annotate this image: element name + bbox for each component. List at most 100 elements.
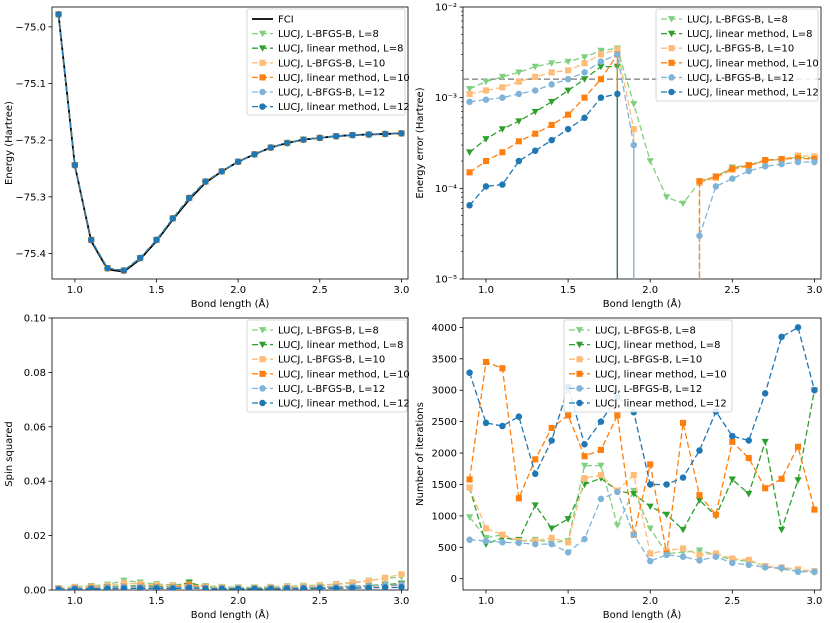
- data-point-lucj-linear-method-l-10: [679, 419, 687, 426]
- series-lucj-l-bfgs-b-l-12: [466, 488, 818, 576]
- data-point-lucj-linear-method-l-12: [120, 267, 128, 274]
- series-lucj-l-bfgs-b-l-12: [466, 51, 818, 279]
- data-point-lucj-linear-method-l-8: [597, 63, 605, 71]
- data-point-lucj-linear-method-l-10: [499, 149, 506, 156]
- legend-marker-lucj-l-bfgs-b-l-8: [258, 327, 267, 334]
- iterations-xlabel: Bond length (Å): [603, 608, 682, 621]
- energy-ytick-label: −75.1: [15, 79, 46, 90]
- data-point-lucj-linear-method-l-10: [729, 165, 736, 172]
- data-point-lucj-l-bfgs-b-l-8: [580, 462, 589, 470]
- data-point-lucj-linear-method-l-12: [778, 333, 785, 341]
- legend-marker-lucj-l-bfgs-b-l-10: [259, 356, 266, 363]
- data-point-lucj-linear-method-l-10: [532, 130, 539, 137]
- data-point-lucj-linear-method-l-12: [548, 437, 555, 444]
- data-point-lucj-linear-method-l-10: [515, 138, 522, 145]
- energy-ytick-label: −75.2: [15, 136, 46, 147]
- data-point-lucj-linear-method-l-12: [185, 584, 193, 590]
- data-point-lucj-linear-method-l-10: [581, 453, 588, 460]
- data-point-lucj-l-bfgs-b-l-10: [120, 580, 127, 587]
- data-point-lucj-linear-method-l-12: [365, 584, 373, 590]
- data-point-lucj-linear-method-l-12: [300, 136, 307, 143]
- data-point-lucj-linear-method-l-12: [761, 390, 769, 397]
- data-point-lucj-linear-method-l-12: [614, 90, 621, 98]
- data-point-lucj-linear-method-l-10: [696, 178, 703, 185]
- data-point-lucj-linear-method-l-10: [696, 492, 703, 499]
- data-point-lucj-l-bfgs-b-l-10: [630, 126, 637, 133]
- data-point-lucj-linear-method-l-10: [778, 475, 785, 482]
- legend-label-lucj-l-bfgs-b-l-12: LUCJ, L-BFGS-B, L=12: [278, 384, 385, 395]
- data-point-lucj-l-bfgs-b-l-12: [614, 51, 621, 58]
- data-point-lucj-linear-method-l-12: [87, 236, 95, 244]
- legend-marker-lucj-linear-method-l-8: [258, 45, 267, 52]
- spin-xtick-label: 2.0: [230, 596, 246, 607]
- series-line-lucj-linear-method-l-8: [469, 65, 618, 153]
- data-point-lucj-linear-method-l-12: [185, 194, 193, 202]
- spin-xlabel: Bond length (Å): [191, 608, 270, 621]
- data-point-lucj-l-bfgs-b-l-12: [778, 564, 785, 572]
- data-point-lucj-linear-method-l-8: [745, 491, 753, 498]
- data-point-lucj-linear-method-l-10: [778, 156, 785, 163]
- spin-xtick-label: 1.0: [67, 596, 83, 607]
- data-point-lucj-linear-method-l-12: [251, 585, 258, 590]
- data-point-lucj-l-bfgs-b-l-12: [761, 163, 769, 170]
- data-point-lucj-linear-method-l-12: [169, 215, 177, 222]
- data-point-lucj-l-bfgs-b-l-8: [646, 525, 654, 533]
- error-ytick-label: 10⁻⁴: [435, 184, 457, 195]
- data-point-lucj-linear-method-l-12: [532, 470, 539, 478]
- data-point-lucj-linear-method-l-12: [679, 474, 687, 481]
- legend-label-lucj-l-bfgs-b-l-10: LUCJ, L-BFGS-B, L=10: [278, 355, 385, 366]
- iterations-ytick-label: 2000: [432, 449, 457, 460]
- data-point-lucj-linear-method-l-12: [104, 264, 111, 272]
- legend-marker-lucj-linear-method-l-8: [575, 341, 584, 349]
- data-point-lucj-linear-method-l-12: [581, 441, 588, 448]
- data-point-lucj-linear-method-l-12: [120, 585, 128, 590]
- data-point-lucj-linear-method-l-8: [679, 526, 687, 534]
- spin-ytick-label: 0.06: [24, 422, 46, 433]
- data-point-lucj-l-bfgs-b-l-8: [465, 86, 474, 93]
- data-point-lucj-l-bfgs-b-l-12: [663, 551, 670, 559]
- data-point-lucj-linear-method-l-12: [597, 94, 605, 101]
- data-point-lucj-linear-method-l-8: [564, 87, 572, 95]
- legend-marker-lucj-linear-method-l-12: [259, 103, 266, 110]
- data-point-lucj-l-bfgs-b-l-12: [646, 557, 654, 565]
- legend-label-lucj-linear-method-l-12: LUCJ, linear method, L=12: [278, 102, 410, 113]
- data-point-lucj-linear-method-l-8: [794, 477, 802, 484]
- data-point-lucj-l-bfgs-b-l-10: [466, 90, 473, 97]
- data-point-lucj-linear-method-l-12: [466, 369, 473, 376]
- legend-marker-lucj-linear-method-l-10: [259, 74, 266, 81]
- data-point-lucj-l-bfgs-b-l-10: [630, 471, 637, 479]
- data-point-lucj-linear-method-l-10: [729, 438, 736, 445]
- legend-label-fci: FCI: [278, 15, 294, 26]
- data-point-lucj-linear-method-l-12: [332, 585, 340, 590]
- iterations-ytick-label: 500: [438, 543, 457, 554]
- data-point-lucj-l-bfgs-b-l-10: [729, 555, 736, 562]
- data-point-lucj-linear-method-l-12: [55, 11, 62, 18]
- legend-marker-lucj-linear-method-l-8: [667, 30, 676, 38]
- series-line-lucj-l-bfgs-b-l-12: [469, 491, 815, 573]
- data-point-lucj-l-bfgs-b-l-12: [811, 158, 818, 166]
- data-point-lucj-linear-method-l-12: [349, 584, 356, 590]
- spin-xtick-label: 3.0: [394, 596, 410, 607]
- data-point-lucj-linear-method-l-12: [482, 419, 490, 427]
- data-point-lucj-linear-method-l-8: [630, 491, 638, 498]
- data-point-lucj-l-bfgs-b-l-10: [597, 51, 605, 58]
- data-point-lucj-linear-method-l-12: [104, 585, 111, 590]
- iterations-legend-box: [563, 319, 733, 413]
- data-point-lucj-linear-method-l-8: [761, 438, 769, 446]
- data-point-lucj-l-bfgs-b-l-10: [597, 471, 605, 479]
- data-point-lucj-linear-method-l-12: [87, 585, 95, 590]
- data-point-lucj-linear-method-l-12: [153, 236, 160, 244]
- data-point-lucj-l-bfgs-b-l-10: [696, 551, 703, 558]
- data-point-lucj-l-bfgs-b-l-12: [532, 87, 539, 94]
- iterations-ytick-label: 1500: [432, 480, 457, 491]
- data-point-lucj-linear-method-l-10: [811, 506, 818, 513]
- error-xtick-label: 2.5: [724, 285, 740, 296]
- data-point-lucj-linear-method-l-12: [169, 585, 177, 590]
- data-point-lucj-linear-method-l-8: [531, 502, 539, 509]
- data-point-lucj-l-bfgs-b-l-12: [679, 553, 687, 560]
- data-point-lucj-linear-method-l-10: [745, 455, 752, 462]
- data-point-lucj-linear-method-l-10: [712, 173, 719, 180]
- legend-label-lucj-l-bfgs-b-l-10: LUCJ, L-BFGS-B, L=10: [687, 44, 794, 55]
- legend-label-lucj-linear-method-l-12: LUCJ, linear method, L=12: [687, 88, 819, 99]
- data-point-lucj-l-bfgs-b-l-12: [712, 553, 720, 560]
